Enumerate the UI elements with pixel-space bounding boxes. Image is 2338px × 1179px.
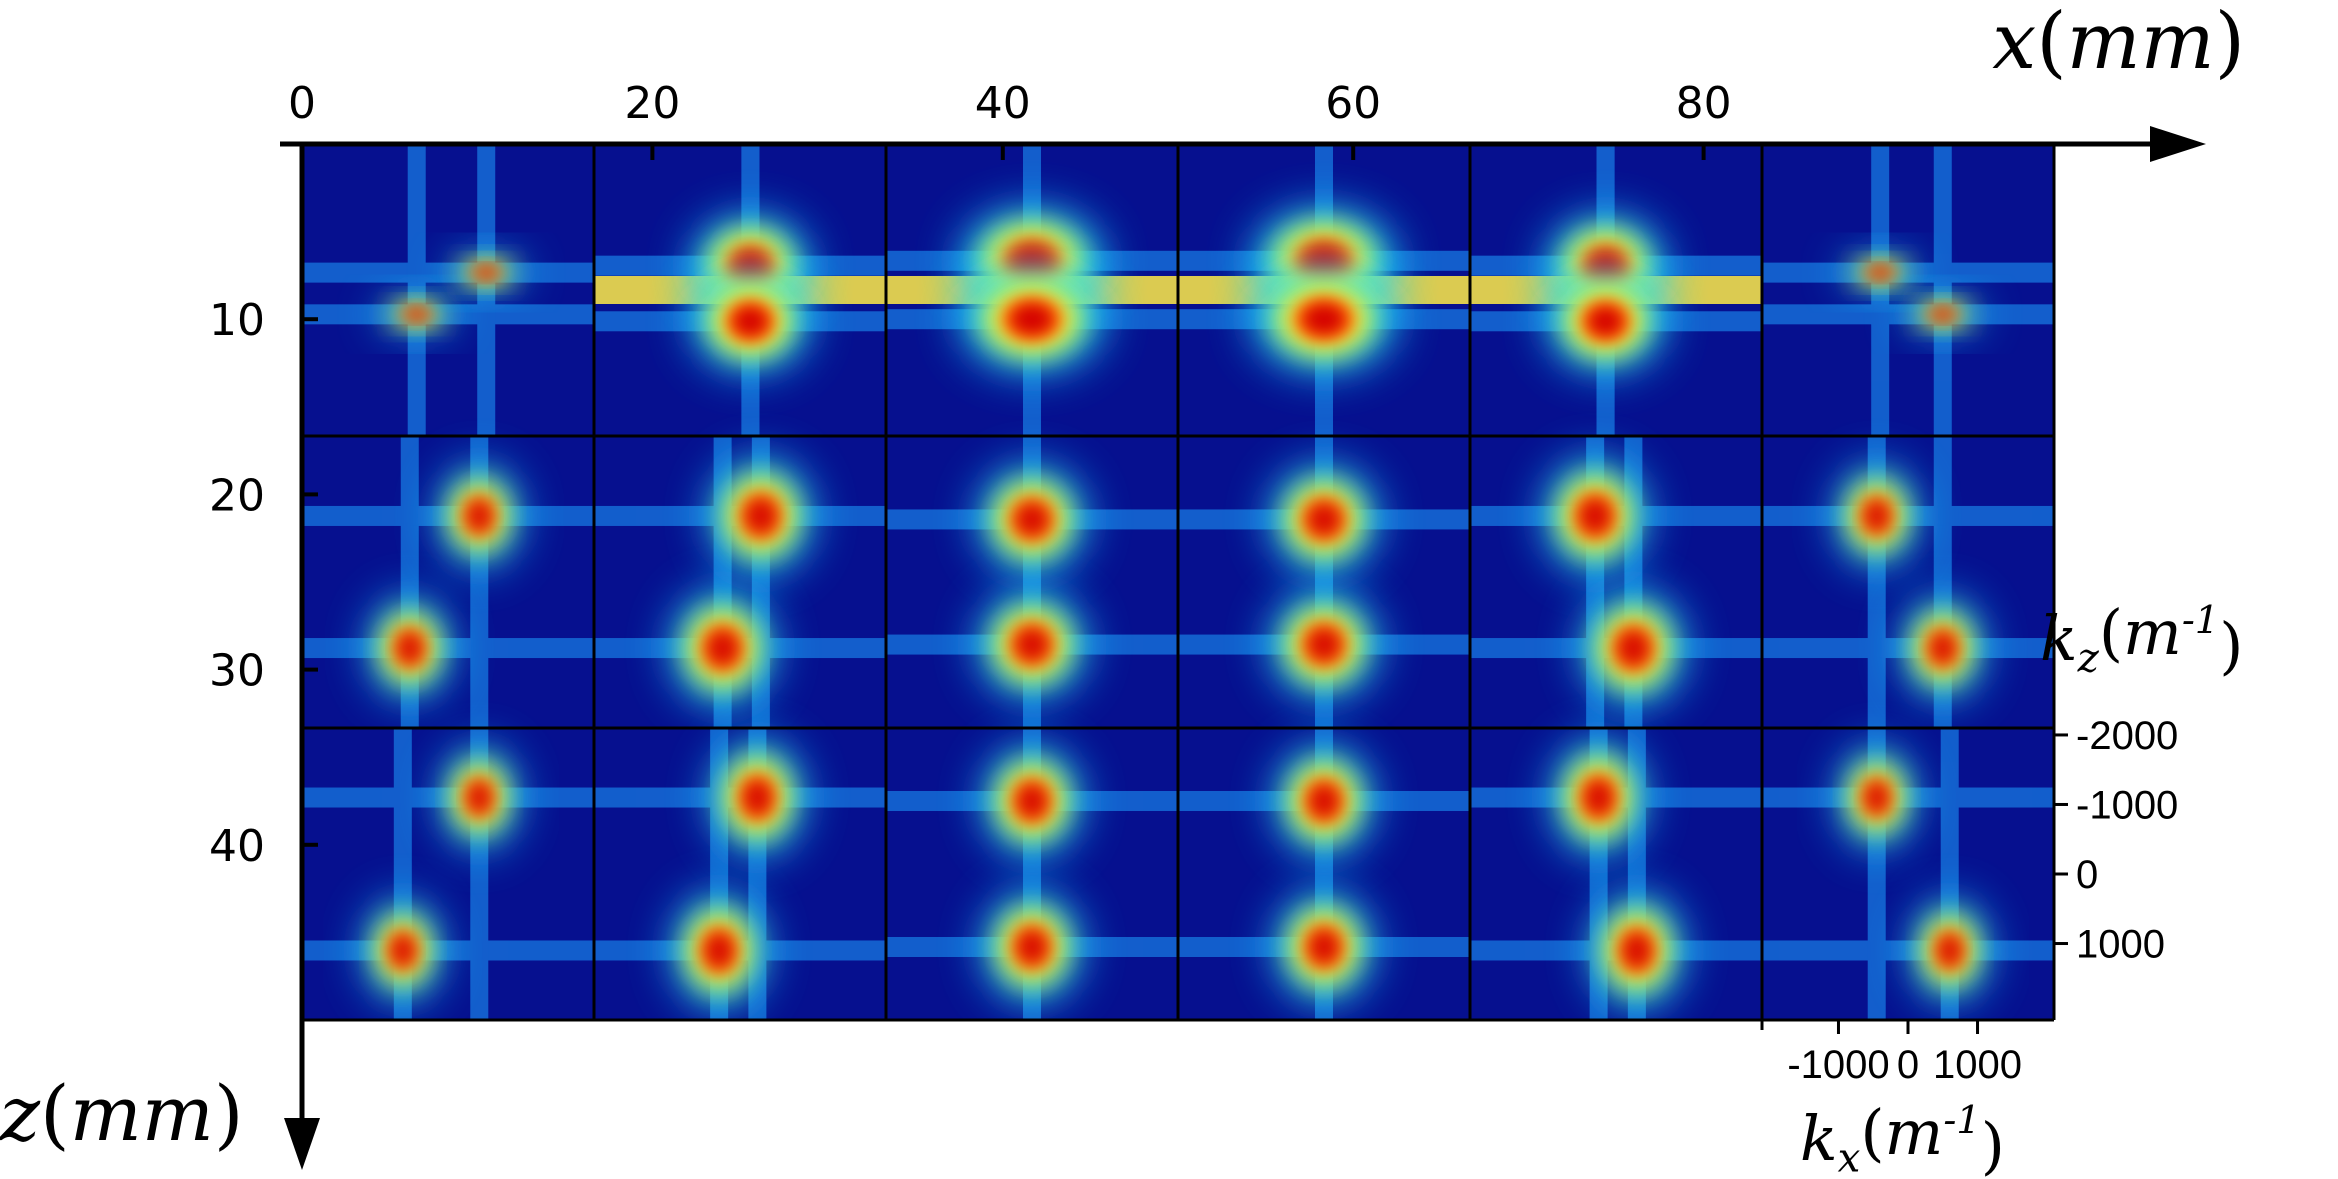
intensity-lobe <box>1589 891 1685 1010</box>
heatmap-panel <box>1470 144 1762 436</box>
intensity-lobe <box>1910 897 1990 1004</box>
vertical-streak <box>1933 144 1952 436</box>
intensity-lobe <box>669 588 776 708</box>
intensity-lobe <box>439 744 519 851</box>
intensity-lobe <box>363 897 443 1004</box>
z-axis-title: z(mm) <box>0 1069 244 1158</box>
kz-axis-title: kz(m-1) <box>2040 596 2243 682</box>
heatmap-panel <box>302 728 594 1020</box>
intensity-lobe <box>446 252 526 293</box>
heatmap-panel <box>1762 144 2054 436</box>
panel-streaks <box>302 728 594 1020</box>
z-tick-label: 10 <box>209 295 265 346</box>
z-axis-arrow <box>284 1118 320 1170</box>
intensity-lobe <box>981 744 1083 858</box>
heatmap-panel <box>1178 728 1470 1020</box>
intensity-lobe <box>1273 890 1375 1004</box>
heatmap-panel <box>1762 728 2054 1020</box>
heatmap-panel <box>1178 144 1470 436</box>
intensity-lobe <box>1580 588 1687 708</box>
kz-tick-label: -2000 <box>2076 714 2178 758</box>
intensity-lobe <box>709 738 805 857</box>
heatmap-panel <box>594 436 886 728</box>
x-tick-label: 80 <box>1676 78 1732 129</box>
kx-axis-ticks: -1000 0 1000 <box>1787 1020 2022 1087</box>
x-tick-label: 60 <box>1325 78 1381 129</box>
kz-axis-ticks: -2000 -1000 0 1000 <box>2054 714 2178 967</box>
intensity-lobe <box>377 294 457 335</box>
heatmap-panel <box>594 728 886 1020</box>
kz-tick-label: -1000 <box>2076 783 2178 827</box>
x-tick-label: 40 <box>975 78 1031 129</box>
intensity-lobe <box>1268 463 1380 575</box>
z-tick-label: 40 <box>209 821 265 872</box>
kx-tick-label: 0 <box>1897 1043 1919 1087</box>
intensity-lobe <box>976 463 1088 575</box>
kx-tick-label: 1000 <box>1933 1043 2022 1087</box>
intensity-lobe <box>1546 271 1666 372</box>
horizontal-streak <box>302 940 594 961</box>
intensity-lobe <box>1903 294 1983 335</box>
x-tick-label: 0 <box>288 78 316 129</box>
intensity-lobe <box>690 271 810 372</box>
intensity-lobe <box>1900 595 1986 701</box>
intensity-lobe <box>1551 738 1647 857</box>
panel-background <box>302 436 594 728</box>
intensity-lobe <box>981 890 1083 1004</box>
heatmap-panel <box>1178 436 1470 728</box>
heatmap-panel <box>302 144 594 436</box>
intensity-lobe <box>1542 456 1648 576</box>
heatmap-panel <box>302 436 594 728</box>
kx-axis: -1000 0 1000 kx(m-1) <box>1787 1020 2022 1179</box>
heatmap-panel <box>1470 728 1762 1020</box>
kz-tick-label: 1000 <box>2076 923 2165 967</box>
panel-background <box>302 144 594 436</box>
x-axis-ticks: 0 20 40 60 80 <box>288 78 1732 160</box>
intensity-lobe <box>1273 744 1375 858</box>
intensity-lobe <box>1834 463 1919 569</box>
heatmap-panel <box>1470 436 1762 728</box>
intensity-lobe <box>437 463 522 569</box>
x-tick-label: 20 <box>624 78 680 129</box>
heatmap-panel <box>594 144 886 436</box>
intensity-lobe <box>1837 744 1917 851</box>
z-tick-label: 20 <box>209 470 265 521</box>
intensity-lobe <box>1268 589 1380 701</box>
kz-tick-label: 0 <box>2076 853 2098 897</box>
x-axis-title: x(mm) <box>1992 0 2245 87</box>
intensity-lobe <box>671 891 767 1010</box>
z-axis-ticks: 10 20 30 40 <box>209 295 318 872</box>
heatmap-panel <box>886 144 1178 436</box>
x-axis: 0 20 40 60 80 x(mm) <box>280 0 2245 162</box>
intensity-lobe <box>367 595 453 701</box>
kz-axis: -2000 -1000 0 1000 kz(m-1) <box>2040 596 2243 967</box>
kx-tick-label: -1000 <box>1787 1043 1889 1087</box>
horizontal-streak <box>1762 940 2054 961</box>
panel-background <box>1762 144 2054 436</box>
heatmap-panel <box>886 728 1178 1020</box>
kx-axis-title: kx(m-1) <box>1800 1096 2005 1179</box>
intensity-lobe <box>976 589 1088 701</box>
heatmap-panel <box>1762 436 2054 728</box>
vertical-streak <box>407 144 426 436</box>
intensity-lobe <box>708 456 814 576</box>
heatmap-panels <box>302 144 2054 1020</box>
intensity-lobe <box>1840 252 1920 293</box>
panel-background <box>1762 436 2054 728</box>
x-axis-arrow <box>2150 126 2206 162</box>
z-axis: 10 20 30 40 z(mm) <box>0 144 320 1170</box>
z-tick-label: 30 <box>209 646 265 697</box>
intensity-lobe <box>1251 266 1397 373</box>
heatmap-panel <box>886 436 1178 728</box>
intensity-lobe <box>959 266 1105 373</box>
